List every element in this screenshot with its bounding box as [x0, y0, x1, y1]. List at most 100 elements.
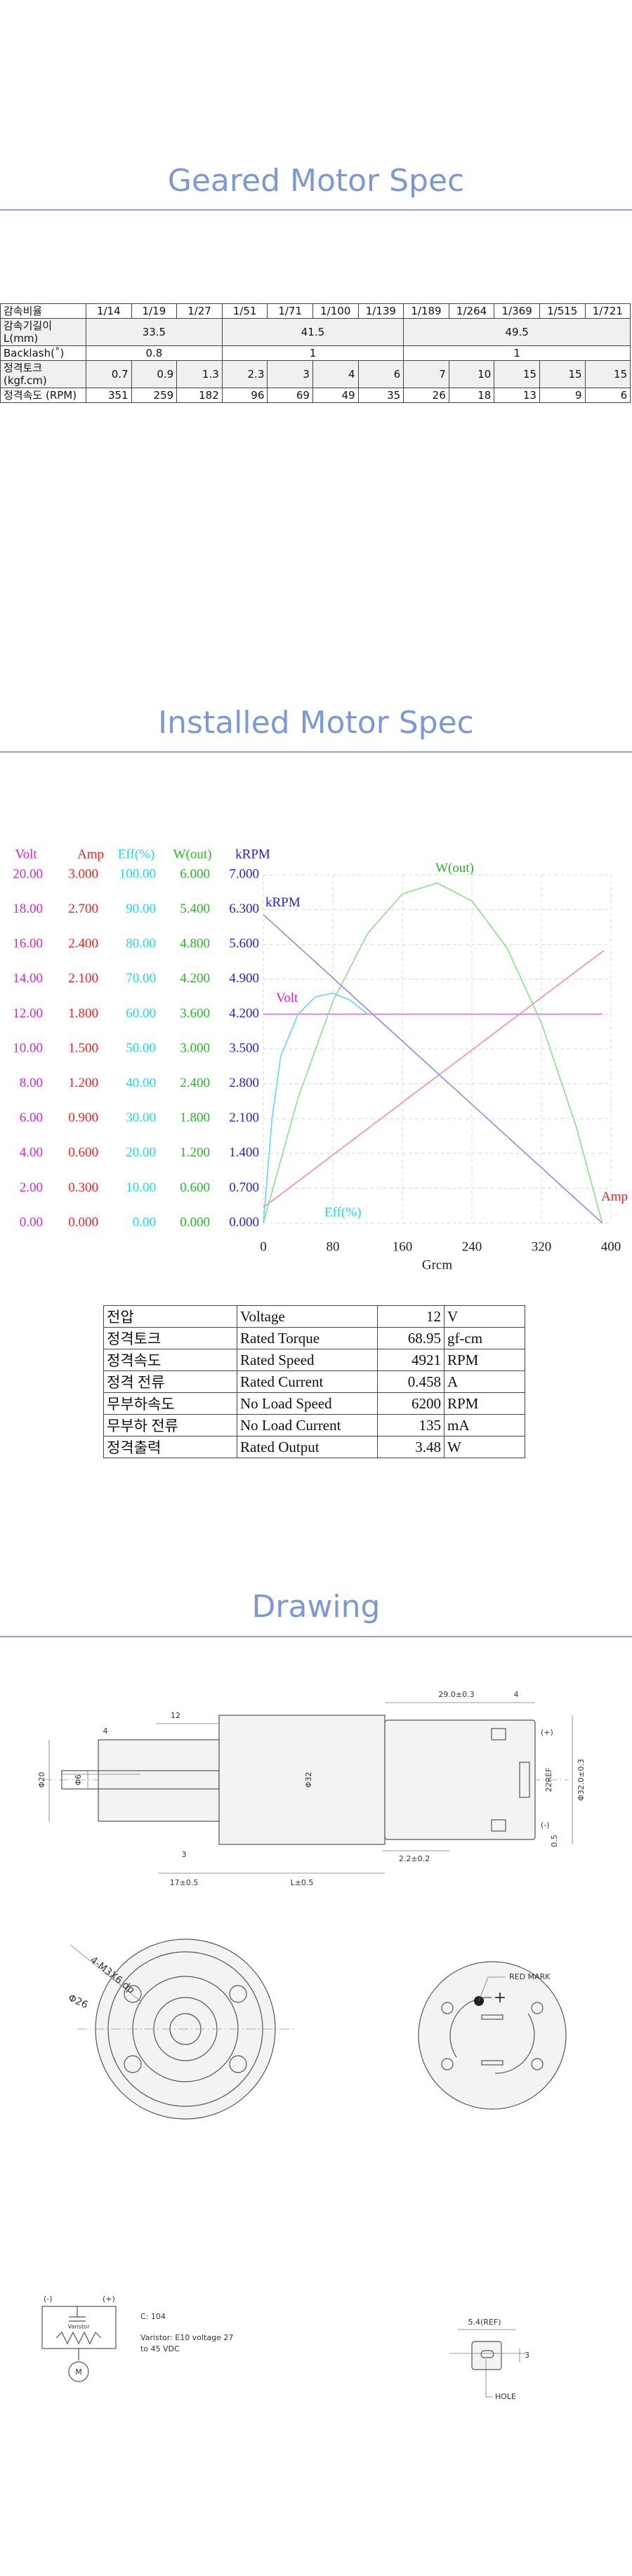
- cell: 69: [267, 388, 313, 403]
- y-tick-label: 6.00: [20, 1111, 43, 1125]
- cell: 6200: [377, 1392, 445, 1415]
- dimension-label: HOLE: [495, 2392, 516, 2401]
- y-tick-label: 1.500: [68, 1041, 98, 1055]
- y-tick-label: 5.600: [229, 937, 259, 951]
- y-tick-label: 70.00: [126, 971, 156, 986]
- header-row: 감속비율 1/14 1/19 1/27 1/51 1/71 1/100 1/139 1/189 1…: [0, 303, 631, 319]
- table-row: 정격속도 (RPM) 351 259 182 96 69 49 35 26 18 13 9 6: [0, 388, 631, 403]
- cell: 13: [494, 388, 540, 403]
- series-line: [263, 992, 369, 1224]
- cell: 0.7: [86, 360, 132, 388]
- header-cell: 1/369: [494, 303, 540, 319]
- cell: 12: [377, 1305, 445, 1328]
- table-row: 무부하 전류 No Load Current 135 mA: [103, 1414, 525, 1436]
- x-tick-label: 0: [260, 1239, 267, 1254]
- y-tick-label: 2.400: [68, 937, 98, 951]
- front-view-drawing: 4-M3X6 dp Φ26: [67, 1938, 295, 2120]
- cell: 351: [86, 388, 132, 403]
- dimension-label: 17±0.5: [170, 1878, 199, 1887]
- table-row: 정격토크 (kgf.cm) 0.7 0.9 1.3 2.3 3 4 6 7 10 15 15 15: [0, 360, 631, 388]
- section-title: Geared Motor Spec: [168, 163, 465, 199]
- cell: 7: [403, 360, 449, 388]
- header-cell: 1/71: [267, 303, 313, 319]
- axis-title: W(out): [173, 847, 212, 861]
- row-label: Backlash(˚): [0, 345, 86, 361]
- y-tick-label: 1.800: [180, 1111, 210, 1125]
- y-tick-label: 12.00: [13, 1006, 43, 1021]
- cell: Rated Output: [237, 1436, 378, 1458]
- dimension-label: Φ32: [304, 1772, 313, 1788]
- y-tick-label: 2.800: [229, 1076, 259, 1090]
- cell: 9: [539, 388, 586, 403]
- table-row: 무부하속도 No Load Speed 6200 RPM: [103, 1392, 525, 1415]
- y-tick-label: 4.00: [20, 1145, 43, 1160]
- dimension-label: Φ6: [74, 1774, 83, 1785]
- cell: 15: [584, 360, 631, 388]
- header-cell: 1/19: [131, 303, 178, 319]
- x-tick-label: 160: [393, 1239, 413, 1254]
- cell: gf-cm: [444, 1327, 525, 1349]
- y-tick-label: 14.00: [13, 971, 43, 986]
- dimension-label: 2.2±0.2: [399, 1854, 430, 1863]
- y-tick-label: 2.400: [180, 1076, 210, 1090]
- y-tick-label: 0.900: [68, 1111, 98, 1125]
- section-title: Installed Motor Spec: [158, 705, 474, 741]
- rear-view-drawing: RED MARK +: [418, 1961, 567, 2110]
- dimension-label: (+): [541, 1728, 553, 1737]
- header-cell: 1/100: [312, 303, 359, 319]
- cell: No Load Current: [237, 1414, 378, 1436]
- y-tick-label: 4.200: [229, 1006, 259, 1021]
- cell: 6: [584, 388, 631, 403]
- rated-spec-table: 전압 Voltage 12 V 정격토크 Rated Torque 68.95 gf-cm 정격…: [103, 1305, 525, 1458]
- cell: A: [444, 1370, 525, 1393]
- table-row: 정격속도 Rated Speed 4921 RPM: [103, 1349, 525, 1371]
- y-tick-label: 90.00: [126, 901, 156, 916]
- series-line: [263, 914, 603, 1224]
- y-tick-label: 1.200: [180, 1145, 210, 1160]
- y-tick-label: 1.200: [68, 1076, 98, 1090]
- y-tick-label: 2.700: [68, 901, 98, 916]
- table-row: 전압 Voltage 12 V: [103, 1305, 525, 1328]
- y-tick-label: 10.00: [126, 1180, 156, 1195]
- header-cell: 1/264: [448, 303, 495, 319]
- row-label: 감속비율: [0, 303, 86, 319]
- y-tick-label: 6.300: [229, 901, 259, 916]
- cell: 49: [312, 388, 359, 403]
- dimension-label: 4: [514, 1690, 519, 1699]
- y-tick-label: 80.00: [126, 937, 156, 951]
- x-axis-title: Grcm: [422, 1257, 452, 1272]
- y-tick-label: 0.000: [68, 1215, 98, 1229]
- section-title: Drawing: [252, 1589, 381, 1625]
- annotation: to 45 VDC: [140, 2344, 180, 2353]
- cell: 15: [494, 360, 540, 388]
- series-line: [263, 949, 605, 1208]
- cell: 0.458: [377, 1370, 445, 1393]
- row-label: 감속기길이 L(mm): [0, 318, 86, 346]
- dimension-label: Φ20: [37, 1772, 46, 1788]
- y-tick-label: 100.00: [119, 866, 156, 881]
- y-tick-label: 50.00: [126, 1041, 156, 1055]
- row-label: 정격토크 (kgf.cm): [0, 360, 86, 388]
- y-tick-label: 1.400: [229, 1145, 259, 1160]
- series-label: Volt: [276, 991, 298, 1005]
- cell: 259: [131, 388, 178, 403]
- y-tick-label: 16.00: [13, 937, 43, 951]
- x-tick-label: 320: [532, 1239, 552, 1254]
- series-label: kRPM: [265, 895, 301, 910]
- cell: 정격출력: [103, 1436, 237, 1458]
- header-cell: 1/139: [357, 303, 404, 319]
- series-label: W(out): [435, 861, 474, 876]
- series-line: [263, 882, 603, 1224]
- header-cell: 1/515: [539, 303, 586, 319]
- y-tick-label: 30.00: [126, 1111, 156, 1125]
- cell: 무부하속도: [103, 1392, 237, 1415]
- y-tick-label: 0.000: [180, 1215, 210, 1229]
- y-tick-label: 3.000: [68, 866, 98, 881]
- axis-title: Volt: [15, 847, 37, 861]
- dimension-label: (-): [541, 1821, 550, 1830]
- cell: 1: [403, 345, 631, 361]
- cell: 3.48: [377, 1436, 445, 1458]
- cell: 0.9: [131, 360, 178, 388]
- cell: Rated Torque: [237, 1327, 378, 1349]
